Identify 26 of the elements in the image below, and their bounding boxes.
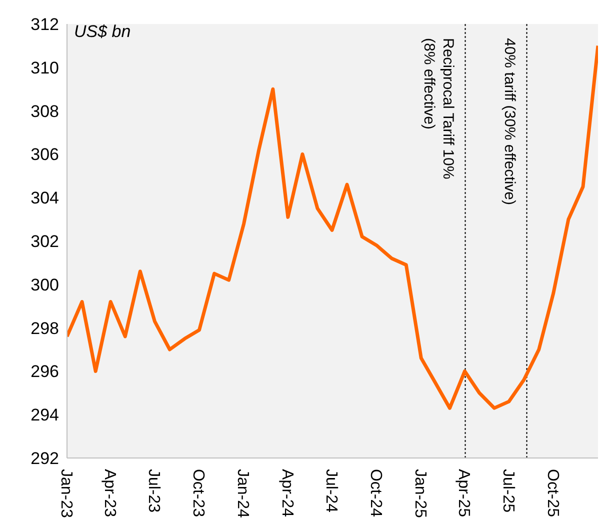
y-tick-label: 300 — [30, 275, 59, 294]
x-tick-label: Jan-23 — [57, 469, 74, 518]
ref-line-label: Reciprocal Tariff 10% (8% effective) — [420, 38, 456, 180]
x-tick-label: Oct-25 — [544, 469, 561, 518]
x-tick-label: Oct-24 — [366, 469, 384, 518]
y-tick-label: 296 — [30, 362, 59, 382]
x-tick-label: Apr-25 — [455, 469, 472, 518]
y-tick-label: 304 — [30, 188, 59, 208]
y-axis-title: US$ bn — [74, 22, 131, 42]
y-tick-label: 308 — [30, 102, 59, 121]
x-tick-label: Jul-25 — [499, 469, 516, 513]
x-tick-label: Jan-25 — [412, 469, 429, 518]
y-tick-label: 310 — [30, 58, 59, 78]
y-tick-label: 298 — [30, 318, 59, 338]
x-tick-label: Apr-23 — [101, 469, 118, 518]
y-tick-label: 302 — [30, 232, 59, 252]
ref-line-label: 40% tariff (30% effective) — [500, 38, 518, 206]
y-tick-label: 292 — [30, 449, 59, 468]
x-tick-label: Oct-23 — [190, 469, 207, 518]
y-tick-label: 294 — [30, 406, 59, 425]
x-tick-label: Apr-24 — [278, 469, 296, 518]
x-tick-label: Jul-24 — [322, 469, 340, 513]
y-tick-label: 312 — [30, 15, 59, 34]
x-tick-label: Jul-23 — [145, 469, 162, 513]
x-tick-label: Jan-24 — [234, 469, 252, 518]
y-tick-label: 306 — [30, 145, 59, 164]
